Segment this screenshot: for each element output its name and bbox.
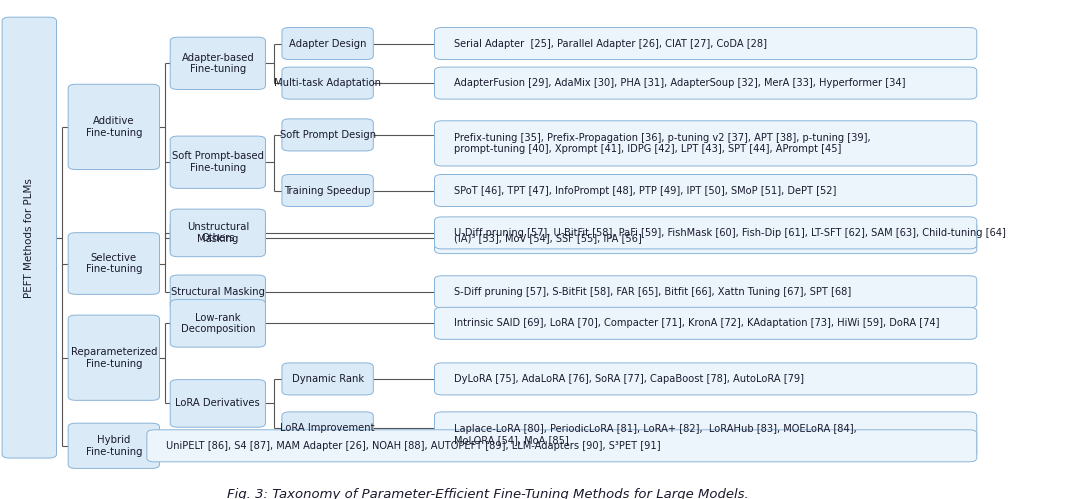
FancyBboxPatch shape: [434, 121, 976, 166]
FancyBboxPatch shape: [68, 84, 160, 170]
FancyBboxPatch shape: [171, 275, 266, 308]
Text: Serial Adapter  [25], Parallel Adapter [26], CIAT [27], CoDA [28]: Serial Adapter [25], Parallel Adapter [2…: [454, 38, 767, 48]
Text: SPoT [46], TPT [47], InfoPrompt [48], PTP [49], IPT [50], SMoP [51], DePT [52]: SPoT [46], TPT [47], InfoPrompt [48], PT…: [454, 186, 836, 196]
FancyBboxPatch shape: [434, 175, 976, 207]
FancyBboxPatch shape: [434, 217, 976, 249]
FancyBboxPatch shape: [2, 17, 56, 458]
Text: Training Speedup: Training Speedup: [284, 186, 370, 196]
Text: Additive
Fine-tuning: Additive Fine-tuning: [85, 116, 143, 138]
FancyBboxPatch shape: [68, 423, 160, 469]
Text: Adapter-based
Fine-tuning: Adapter-based Fine-tuning: [181, 52, 254, 74]
Text: Fig. 3: Taxonomy of Parameter-Efficient Fine-Tuning Methods for Large Models.: Fig. 3: Taxonomy of Parameter-Efficient …: [227, 488, 748, 499]
Text: UniPELT [86], S4 [87], MAM Adapter [26], NOAH [88], AUTOPEFT [89], LLM-Adapters : UniPELT [86], S4 [87], MAM Adapter [26],…: [166, 441, 661, 451]
FancyBboxPatch shape: [282, 67, 374, 99]
Text: Low-rank
Decomposition: Low-rank Decomposition: [180, 312, 255, 334]
Text: Soft Prompt-based
Fine-tuning: Soft Prompt-based Fine-tuning: [172, 151, 264, 173]
FancyBboxPatch shape: [171, 380, 266, 427]
Text: Intrinsic SAID [69], LoRA [70], Compacter [71], KronA [72], KAdaptation [73], Hi: Intrinsic SAID [69], LoRA [70], Compacte…: [454, 318, 940, 328]
Text: DyLoRA [75], AdaLoRA [76], SoRA [77], CapaBoost [78], AutoLoRA [79]: DyLoRA [75], AdaLoRA [76], SoRA [77], Ca…: [454, 374, 804, 384]
Text: Soft Prompt Design: Soft Prompt Design: [280, 130, 376, 140]
Text: Selective
Fine-tuning: Selective Fine-tuning: [85, 252, 143, 274]
FancyBboxPatch shape: [68, 233, 160, 294]
FancyBboxPatch shape: [282, 27, 374, 59]
FancyBboxPatch shape: [171, 299, 266, 347]
FancyBboxPatch shape: [434, 307, 976, 339]
FancyBboxPatch shape: [434, 276, 976, 308]
Text: S-Diff pruning [57], S-BitFit [58], FAR [65], Bitfit [66], Xattn Tuning [67], SP: S-Diff pruning [57], S-BitFit [58], FAR …: [454, 287, 851, 297]
FancyBboxPatch shape: [171, 136, 266, 189]
FancyBboxPatch shape: [434, 67, 976, 99]
FancyBboxPatch shape: [282, 175, 374, 207]
FancyBboxPatch shape: [434, 412, 976, 457]
Text: U-Diff pruning [57], U-BitFit [58], PaFi [59], FishMask [60], Fish-Dip [61], LT-: U-Diff pruning [57], U-BitFit [58], PaFi…: [454, 228, 1005, 238]
Text: LoRA Derivatives: LoRA Derivatives: [175, 398, 260, 408]
Text: Unstructural
Masking: Unstructural Masking: [187, 222, 248, 244]
FancyBboxPatch shape: [434, 222, 976, 253]
FancyBboxPatch shape: [68, 315, 160, 400]
FancyBboxPatch shape: [282, 363, 374, 395]
Text: PEFT Methods for PLMs: PEFT Methods for PLMs: [24, 178, 35, 297]
Text: Multi-task Adaptation: Multi-task Adaptation: [274, 78, 381, 88]
FancyBboxPatch shape: [171, 37, 266, 89]
FancyBboxPatch shape: [282, 119, 374, 151]
FancyBboxPatch shape: [434, 363, 976, 395]
Text: Reparameterized
Fine-tuning: Reparameterized Fine-tuning: [70, 347, 157, 369]
Text: Prefix-tuning [35], Prefix-Propagation [36], p-tuning v2 [37], APT [38], p-tunin: Prefix-tuning [35], Prefix-Propagation […: [454, 133, 870, 154]
Text: Adapter Design: Adapter Design: [288, 38, 366, 48]
Text: LoRA Improvement: LoRA Improvement: [281, 423, 375, 433]
Text: AdapterFusion [29], AdaMix [30], PHA [31], AdapterSoup [32], MerA [33], Hyperfor: AdapterFusion [29], AdaMix [30], PHA [31…: [454, 78, 905, 88]
FancyBboxPatch shape: [171, 221, 266, 254]
Text: Hybrid
Fine-tuning: Hybrid Fine-tuning: [85, 435, 143, 457]
FancyBboxPatch shape: [147, 430, 976, 462]
FancyBboxPatch shape: [171, 209, 266, 256]
Text: (IA)³ [53], MoV [54], SSF [55], IPA [56]: (IA)³ [53], MoV [54], SSF [55], IPA [56]: [454, 233, 642, 243]
Text: Others: Others: [201, 233, 234, 243]
Text: Laplace-LoRA [80], PeriodicLoRA [81], LoRA+ [82],  LoRAHub [83], MOELoRA [84],
M: Laplace-LoRA [80], PeriodicLoRA [81], Lo…: [454, 424, 856, 445]
FancyBboxPatch shape: [434, 27, 976, 59]
Text: Dynamic Rank: Dynamic Rank: [292, 374, 364, 384]
Text: Structural Masking: Structural Masking: [171, 287, 265, 297]
FancyBboxPatch shape: [282, 412, 374, 444]
